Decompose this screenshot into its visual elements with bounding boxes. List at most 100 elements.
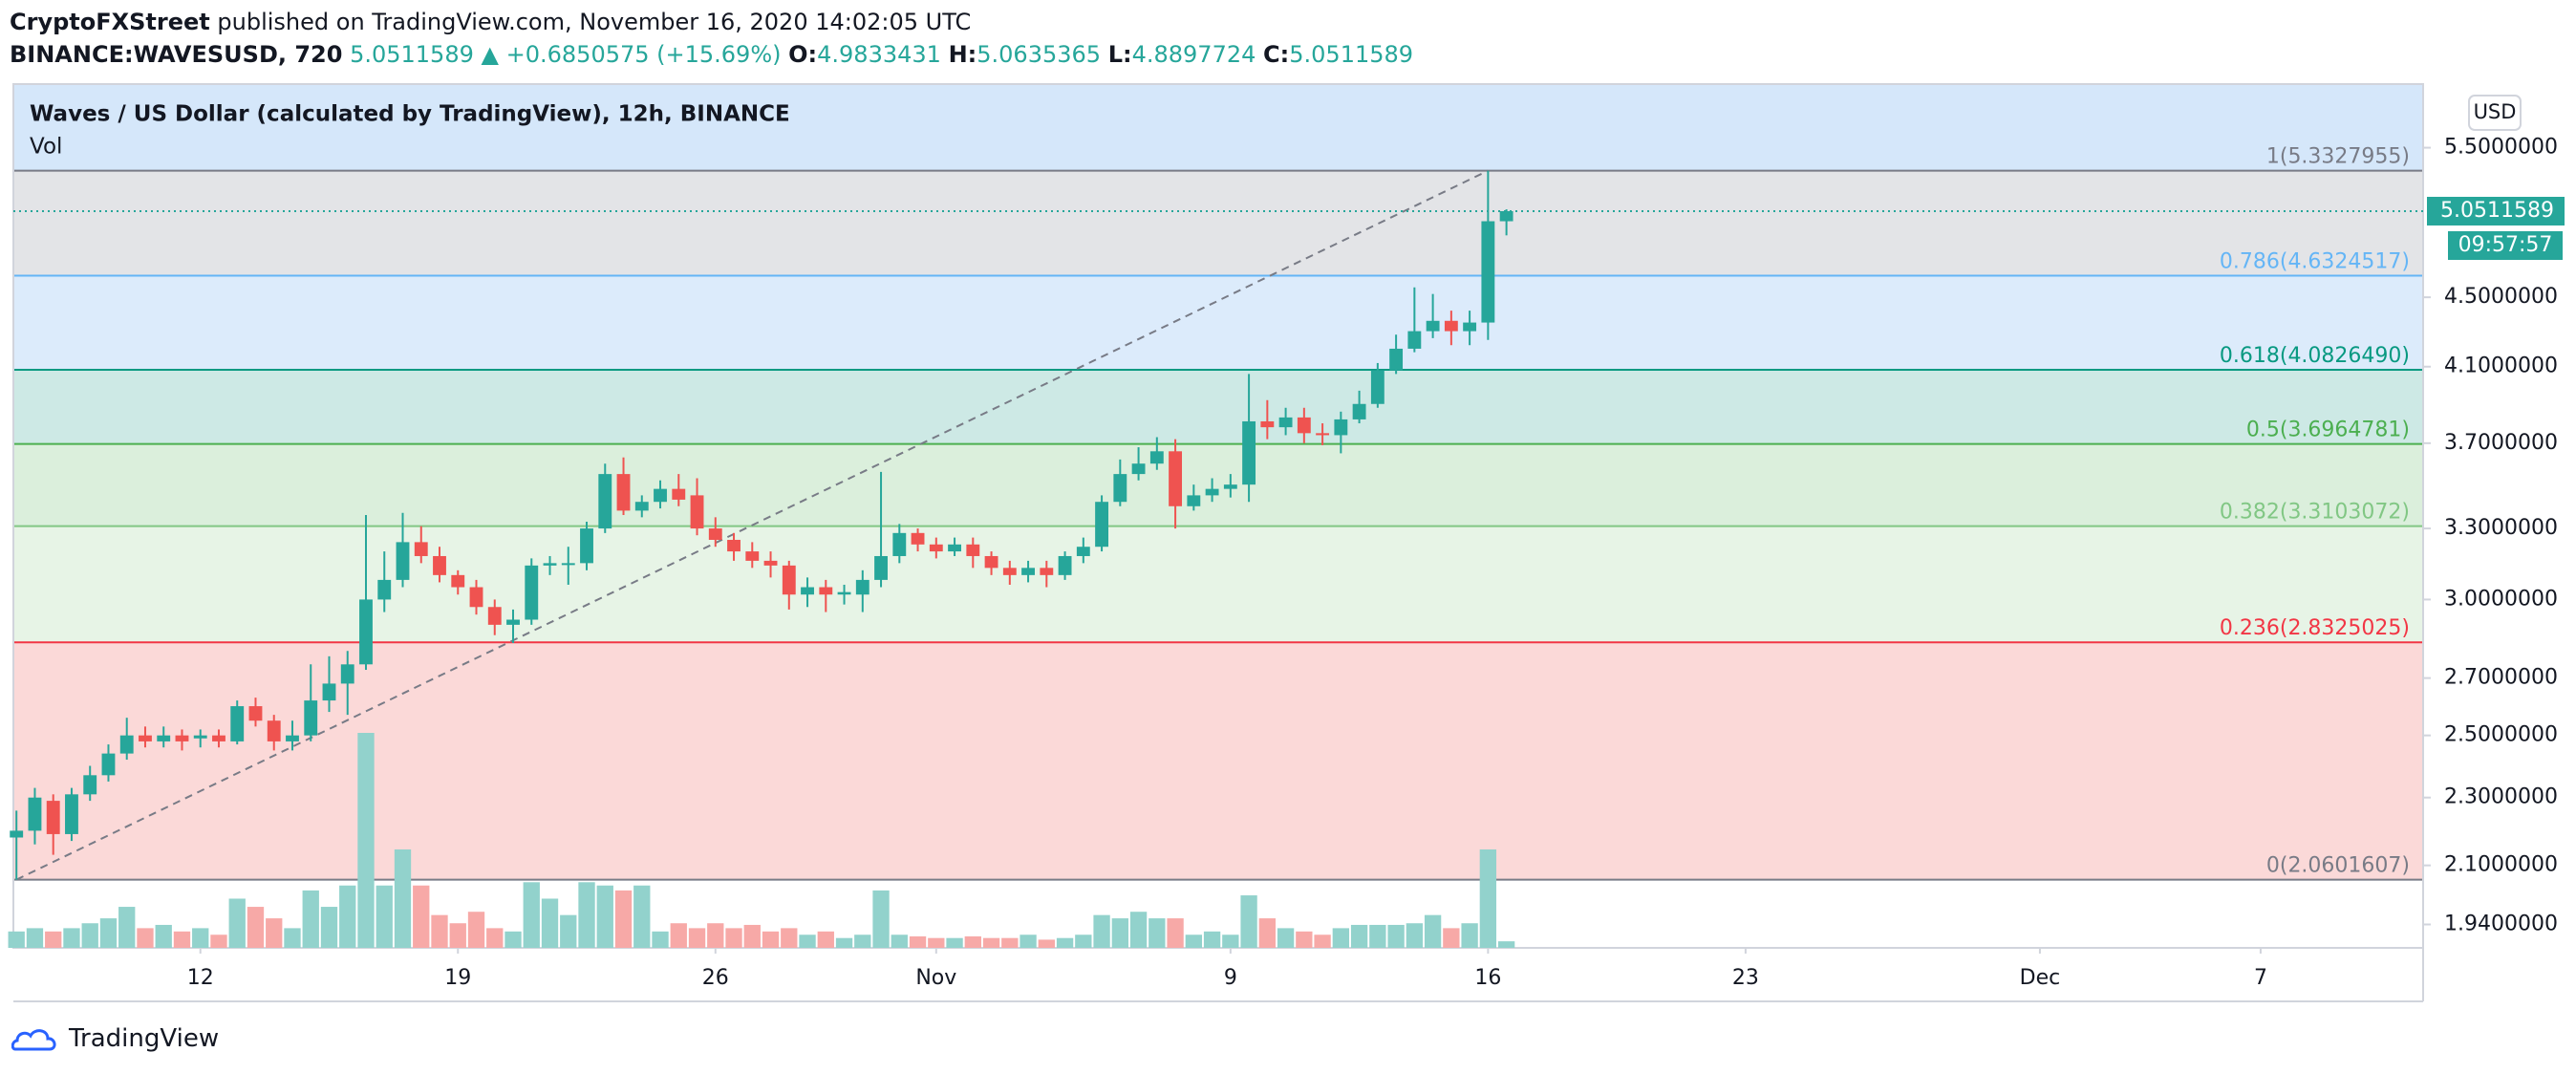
volume-bar — [523, 882, 540, 948]
candle-body — [543, 563, 557, 566]
candle-body — [340, 664, 354, 684]
x-tick-label: 12 — [187, 966, 214, 990]
candle-body — [65, 794, 78, 834]
candle-body — [874, 555, 888, 580]
volume-bar — [1497, 941, 1515, 948]
candle-body — [212, 735, 225, 741]
currency-button[interactable] — [2468, 95, 2522, 131]
candle-body — [1260, 420, 1275, 428]
volume-bar — [578, 882, 595, 948]
volume-bar — [376, 885, 393, 948]
volume-bar — [614, 890, 633, 948]
volume-bar — [173, 931, 191, 948]
candle-body — [654, 488, 667, 503]
volume-bar — [1296, 931, 1313, 948]
candle-body — [819, 587, 833, 595]
volume-bar — [1111, 918, 1128, 948]
candle-body — [1131, 463, 1146, 475]
candle-body — [469, 587, 483, 608]
candle-body — [1481, 221, 1495, 323]
fib-label: 0(2.0601607) — [2266, 854, 2410, 878]
candle-body — [83, 775, 97, 795]
fib-label: 0.382(3.3103072) — [2220, 501, 2410, 525]
volume-bar — [946, 937, 963, 948]
volume-bar — [835, 937, 853, 948]
l-label: L: — [1107, 41, 1132, 68]
candle-body — [690, 495, 704, 529]
countdown-box — [2448, 230, 2563, 260]
candle-body — [451, 574, 465, 588]
candle-body — [322, 683, 336, 701]
open: 4.9833431 — [817, 41, 941, 68]
candle-body — [248, 706, 263, 721]
candle-body — [175, 735, 189, 741]
brand: TradingView — [69, 1024, 220, 1053]
volume-bar — [1129, 912, 1148, 948]
logo-icon — [11, 1029, 56, 1051]
candle-body — [1334, 419, 1348, 436]
fib-zone — [13, 275, 2423, 371]
author: CryptoFXStreet — [10, 9, 210, 35]
candle-body — [837, 591, 851, 595]
candle-body — [267, 720, 281, 741]
volume-bar — [909, 935, 927, 948]
candle-body — [230, 706, 245, 741]
volume-label: Vol — [30, 135, 62, 160]
y-tick-label: 4.1000000 — [2444, 354, 2558, 378]
candle-body — [580, 528, 593, 564]
candle-body — [10, 830, 24, 838]
last-price-label: 5.0511589 — [2440, 199, 2554, 223]
volume-bar — [1093, 914, 1110, 948]
volume-bar — [1075, 934, 1092, 948]
published: published on TradingView.com, November 1… — [217, 9, 972, 35]
fib-zone — [13, 370, 2423, 444]
volume-bar — [1479, 848, 1497, 948]
volume-bar — [449, 923, 466, 948]
volume-bar — [725, 928, 742, 948]
volume-bar — [688, 928, 706, 948]
volume-bar — [633, 885, 651, 948]
volume-bar — [891, 934, 908, 948]
last: 5.0511589 — [350, 41, 474, 68]
volume-bar — [817, 931, 834, 948]
chart: 1(5.3327955) 0.786(4.6324517) 0.618(4.0826… — [8, 83, 2565, 1002]
volume-bar — [982, 937, 1000, 948]
volume-bar — [45, 931, 62, 948]
volume-bar — [210, 934, 227, 948]
c-label: C: — [1263, 41, 1290, 68]
y-tick-label: 1.9400000 — [2444, 912, 2558, 935]
volume-bar — [1277, 928, 1295, 948]
candle-body — [708, 528, 722, 540]
y-tick-label: 2.7000000 — [2444, 666, 2558, 690]
candle-body — [672, 488, 686, 500]
x-tick-label: 26 — [702, 966, 729, 990]
candle-body — [1040, 568, 1054, 575]
candle-body — [1389, 348, 1404, 371]
volume-bar — [1332, 928, 1350, 948]
currency: USD — [2474, 100, 2517, 123]
symbol: BINANCE:WAVESUSD, 720 — [10, 41, 343, 68]
candle-body — [487, 607, 502, 625]
candle-body — [359, 599, 373, 665]
low: 4.8897724 — [1131, 41, 1256, 68]
volume-bar — [504, 931, 522, 948]
candle-body — [1444, 320, 1458, 332]
fib-zone — [13, 443, 2423, 526]
candle-body — [377, 579, 392, 600]
volume-bar — [413, 885, 430, 948]
volume-bar — [799, 934, 816, 948]
volume-bar — [560, 914, 577, 948]
candle-body — [911, 532, 925, 545]
candle-body — [966, 544, 980, 556]
volume-bar — [1443, 928, 1460, 948]
x-tick-label: 23 — [1732, 966, 1759, 990]
volume-bar — [467, 912, 485, 948]
fib-zone — [13, 170, 2423, 276]
volume-bar — [1203, 931, 1221, 948]
volume-bar — [247, 907, 265, 948]
candle-body — [1113, 474, 1127, 503]
candle-body — [1426, 320, 1440, 332]
pane-title: Waves / US Dollar (calculated by Trading… — [30, 102, 790, 127]
volume-bar — [431, 914, 448, 948]
volume-bar — [118, 907, 136, 948]
